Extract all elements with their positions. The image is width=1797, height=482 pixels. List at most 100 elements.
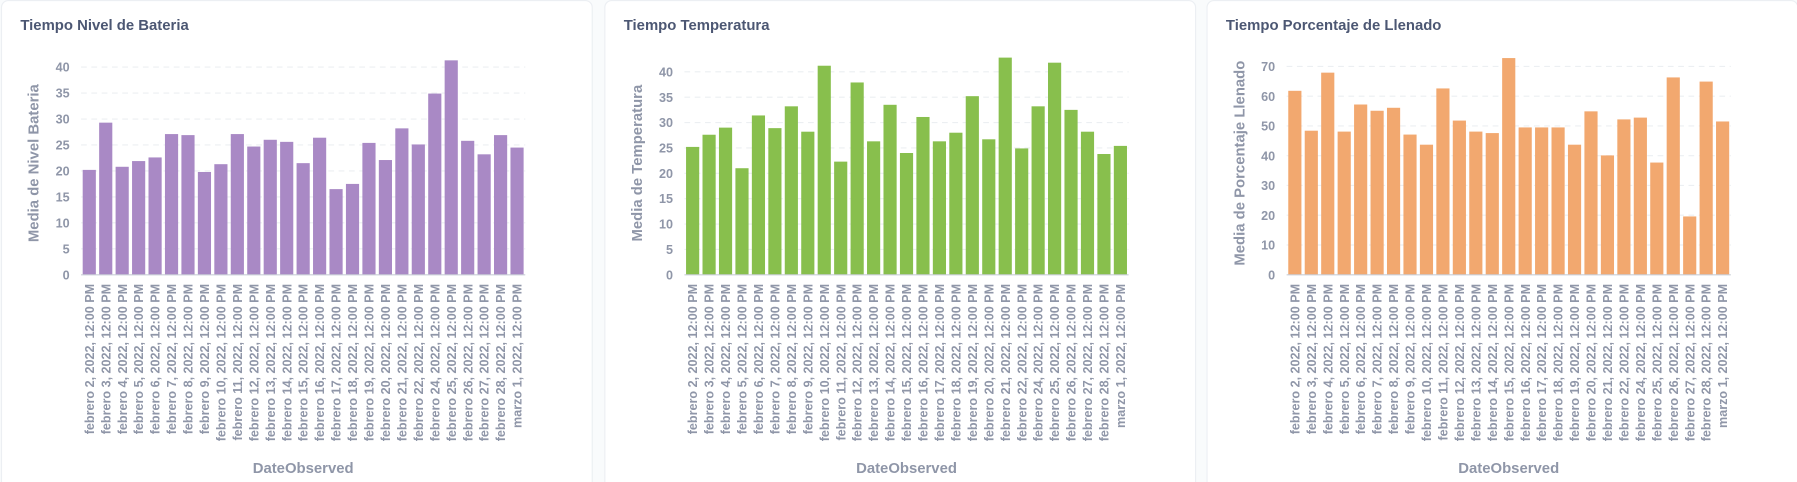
chart-title: Tiempo Nivel de Bateria — [20, 18, 189, 34]
x-tick-label: febrero 24, 2022, 12:00 PM — [1634, 284, 1648, 441]
x-tick-label: marzo 1, 2022, 12:00 PM — [511, 284, 525, 428]
bar — [916, 116, 930, 275]
bar — [296, 163, 310, 275]
bar — [735, 168, 749, 275]
x-tick-label: febrero 13, 2022, 12:00 PM — [1469, 284, 1483, 441]
bar — [1452, 120, 1466, 275]
x-tick-label: febrero 17, 2022, 12:00 PM — [330, 284, 344, 441]
bar — [998, 57, 1012, 275]
y-tick-label: 30 — [56, 113, 70, 127]
x-tick-label: febrero 10, 2022, 12:00 PM — [818, 284, 832, 441]
bar — [164, 134, 179, 275]
y-axis-label: Media de Nivel Bateria — [27, 83, 43, 242]
x-tick-label: febrero 6, 2022, 12:00 PM — [1354, 284, 1368, 434]
bar — [1080, 131, 1095, 275]
x-tick-label: febrero 9, 2022, 12:00 PM — [801, 284, 815, 434]
x-tick-label: febrero 5, 2022, 12:00 PM — [132, 284, 146, 434]
bar — [247, 146, 261, 275]
bar — [1567, 144, 1582, 275]
y-tick-label: 40 — [1261, 149, 1275, 163]
bar — [1354, 104, 1368, 275]
x-tick-label: febrero 8, 2022, 12:00 PM — [1387, 284, 1401, 434]
bar — [1551, 127, 1565, 275]
x-tick-label: febrero 4, 2022, 12:00 PM — [1321, 284, 1335, 434]
x-tick-label: febrero 14, 2022, 12:00 PM — [1486, 284, 1500, 441]
bar — [1015, 148, 1029, 275]
x-tick-label: febrero 3, 2022, 12:00 PM — [703, 284, 717, 434]
bar — [329, 189, 343, 275]
bar — [1048, 62, 1062, 275]
x-tick-label: febrero 26, 2022, 12:00 PM — [461, 284, 475, 441]
x-tick-label: febrero 5, 2022, 12:00 PM — [736, 284, 750, 434]
bar — [1031, 106, 1045, 275]
y-axis-label: Media de Porcentaje Llenado — [1232, 61, 1248, 266]
bar — [132, 161, 146, 275]
x-tick-label: febrero 6, 2022, 12:00 PM — [752, 284, 766, 434]
x-tick-label: febrero 26, 2022, 12:00 PM — [1667, 284, 1681, 441]
x-tick-label: febrero 10, 2022, 12:00 PM — [214, 284, 228, 441]
bar — [949, 132, 963, 275]
x-tick-label: febrero 25, 2022, 12:00 PM — [445, 284, 459, 441]
y-tick-label: 50 — [1261, 120, 1275, 134]
x-tick-label: febrero 4, 2022, 12:00 PM — [116, 284, 130, 434]
y-tick-label: 10 — [1261, 239, 1275, 253]
bar — [230, 134, 244, 275]
x-tick-label: febrero 3, 2022, 12:00 PM — [99, 284, 113, 434]
x-tick-label: febrero 3, 2022, 12:00 PM — [1305, 284, 1319, 434]
x-tick-label: febrero 5, 2022, 12:00 PM — [1338, 284, 1352, 434]
x-tick-label: febrero 25, 2022, 12:00 PM — [1650, 284, 1664, 441]
bar — [477, 154, 491, 275]
x-tick-label: febrero 11, 2022, 12:00 PM — [834, 284, 848, 441]
bar — [1535, 127, 1549, 275]
x-tick-label: febrero 17, 2022, 12:00 PM — [1535, 284, 1549, 441]
bar — [181, 135, 195, 275]
x-tick-label: febrero 13, 2022, 12:00 PM — [264, 284, 278, 441]
bar — [428, 93, 442, 275]
bar — [883, 104, 897, 275]
x-tick-label: febrero 16, 2022, 12:00 PM — [917, 284, 931, 441]
bar — [263, 139, 277, 275]
y-tick-label: 10 — [659, 218, 673, 232]
bar — [1600, 155, 1615, 275]
x-tick-label: febrero 12, 2022, 12:00 PM — [1453, 284, 1467, 441]
bar — [1386, 107, 1401, 275]
bar — [1097, 154, 1111, 275]
bar — [82, 169, 96, 275]
bar — [801, 131, 815, 275]
bar — [1436, 88, 1450, 275]
x-tick-label: febrero 24, 2022, 12:00 PM — [1032, 284, 1046, 441]
x-tick-label: febrero 18, 2022, 12:00 PM — [346, 284, 360, 441]
x-tick-label: febrero 26, 2022, 12:00 PM — [1065, 284, 1079, 441]
x-tick-label: marzo 1, 2022, 12:00 PM — [1716, 284, 1730, 428]
y-tick-label: 0 — [63, 268, 70, 282]
x-tick-label: febrero 8, 2022, 12:00 PM — [785, 284, 799, 434]
bar — [1699, 81, 1713, 275]
bar — [702, 134, 716, 275]
bar — [1403, 134, 1417, 275]
x-tick-label: febrero 19, 2022, 12:00 PM — [363, 284, 377, 441]
bar — [834, 161, 848, 275]
bar — [817, 65, 831, 275]
x-tick-label: febrero 28, 2022, 12:00 PM — [1098, 284, 1112, 441]
bar — [1485, 133, 1499, 275]
bar — [378, 160, 392, 275]
x-tick-label: febrero 17, 2022, 12:00 PM — [933, 284, 947, 441]
x-tick-label: febrero 20, 2022, 12:00 PM — [379, 284, 393, 441]
chart-panel: Tiempo Nivel de Bateria 0 5 10 15 20 25 30 35 40 f… — [0, 0, 593, 482]
x-tick-label: febrero 27, 2022, 12:00 PM — [1081, 284, 1095, 441]
bar — [1113, 145, 1127, 275]
y-tick-label: 35 — [56, 87, 70, 101]
x-tick-label: febrero 10, 2022, 12:00 PM — [1420, 284, 1434, 441]
chart-panel: Tiempo Temperatura 0 5 10 15 20 25 30 35 40 febrer… — [604, 0, 1197, 482]
x-axis-label: DateObserved — [253, 461, 354, 477]
y-tick-label: 0 — [666, 268, 673, 282]
bar — [510, 147, 524, 275]
x-tick-label: febrero 21, 2022, 12:00 PM — [1601, 284, 1615, 441]
bar — [932, 141, 947, 275]
bar — [768, 128, 782, 275]
bar — [751, 115, 766, 275]
bar — [313, 137, 327, 275]
x-tick-label: febrero 2, 2022, 12:00 PM — [686, 284, 700, 434]
